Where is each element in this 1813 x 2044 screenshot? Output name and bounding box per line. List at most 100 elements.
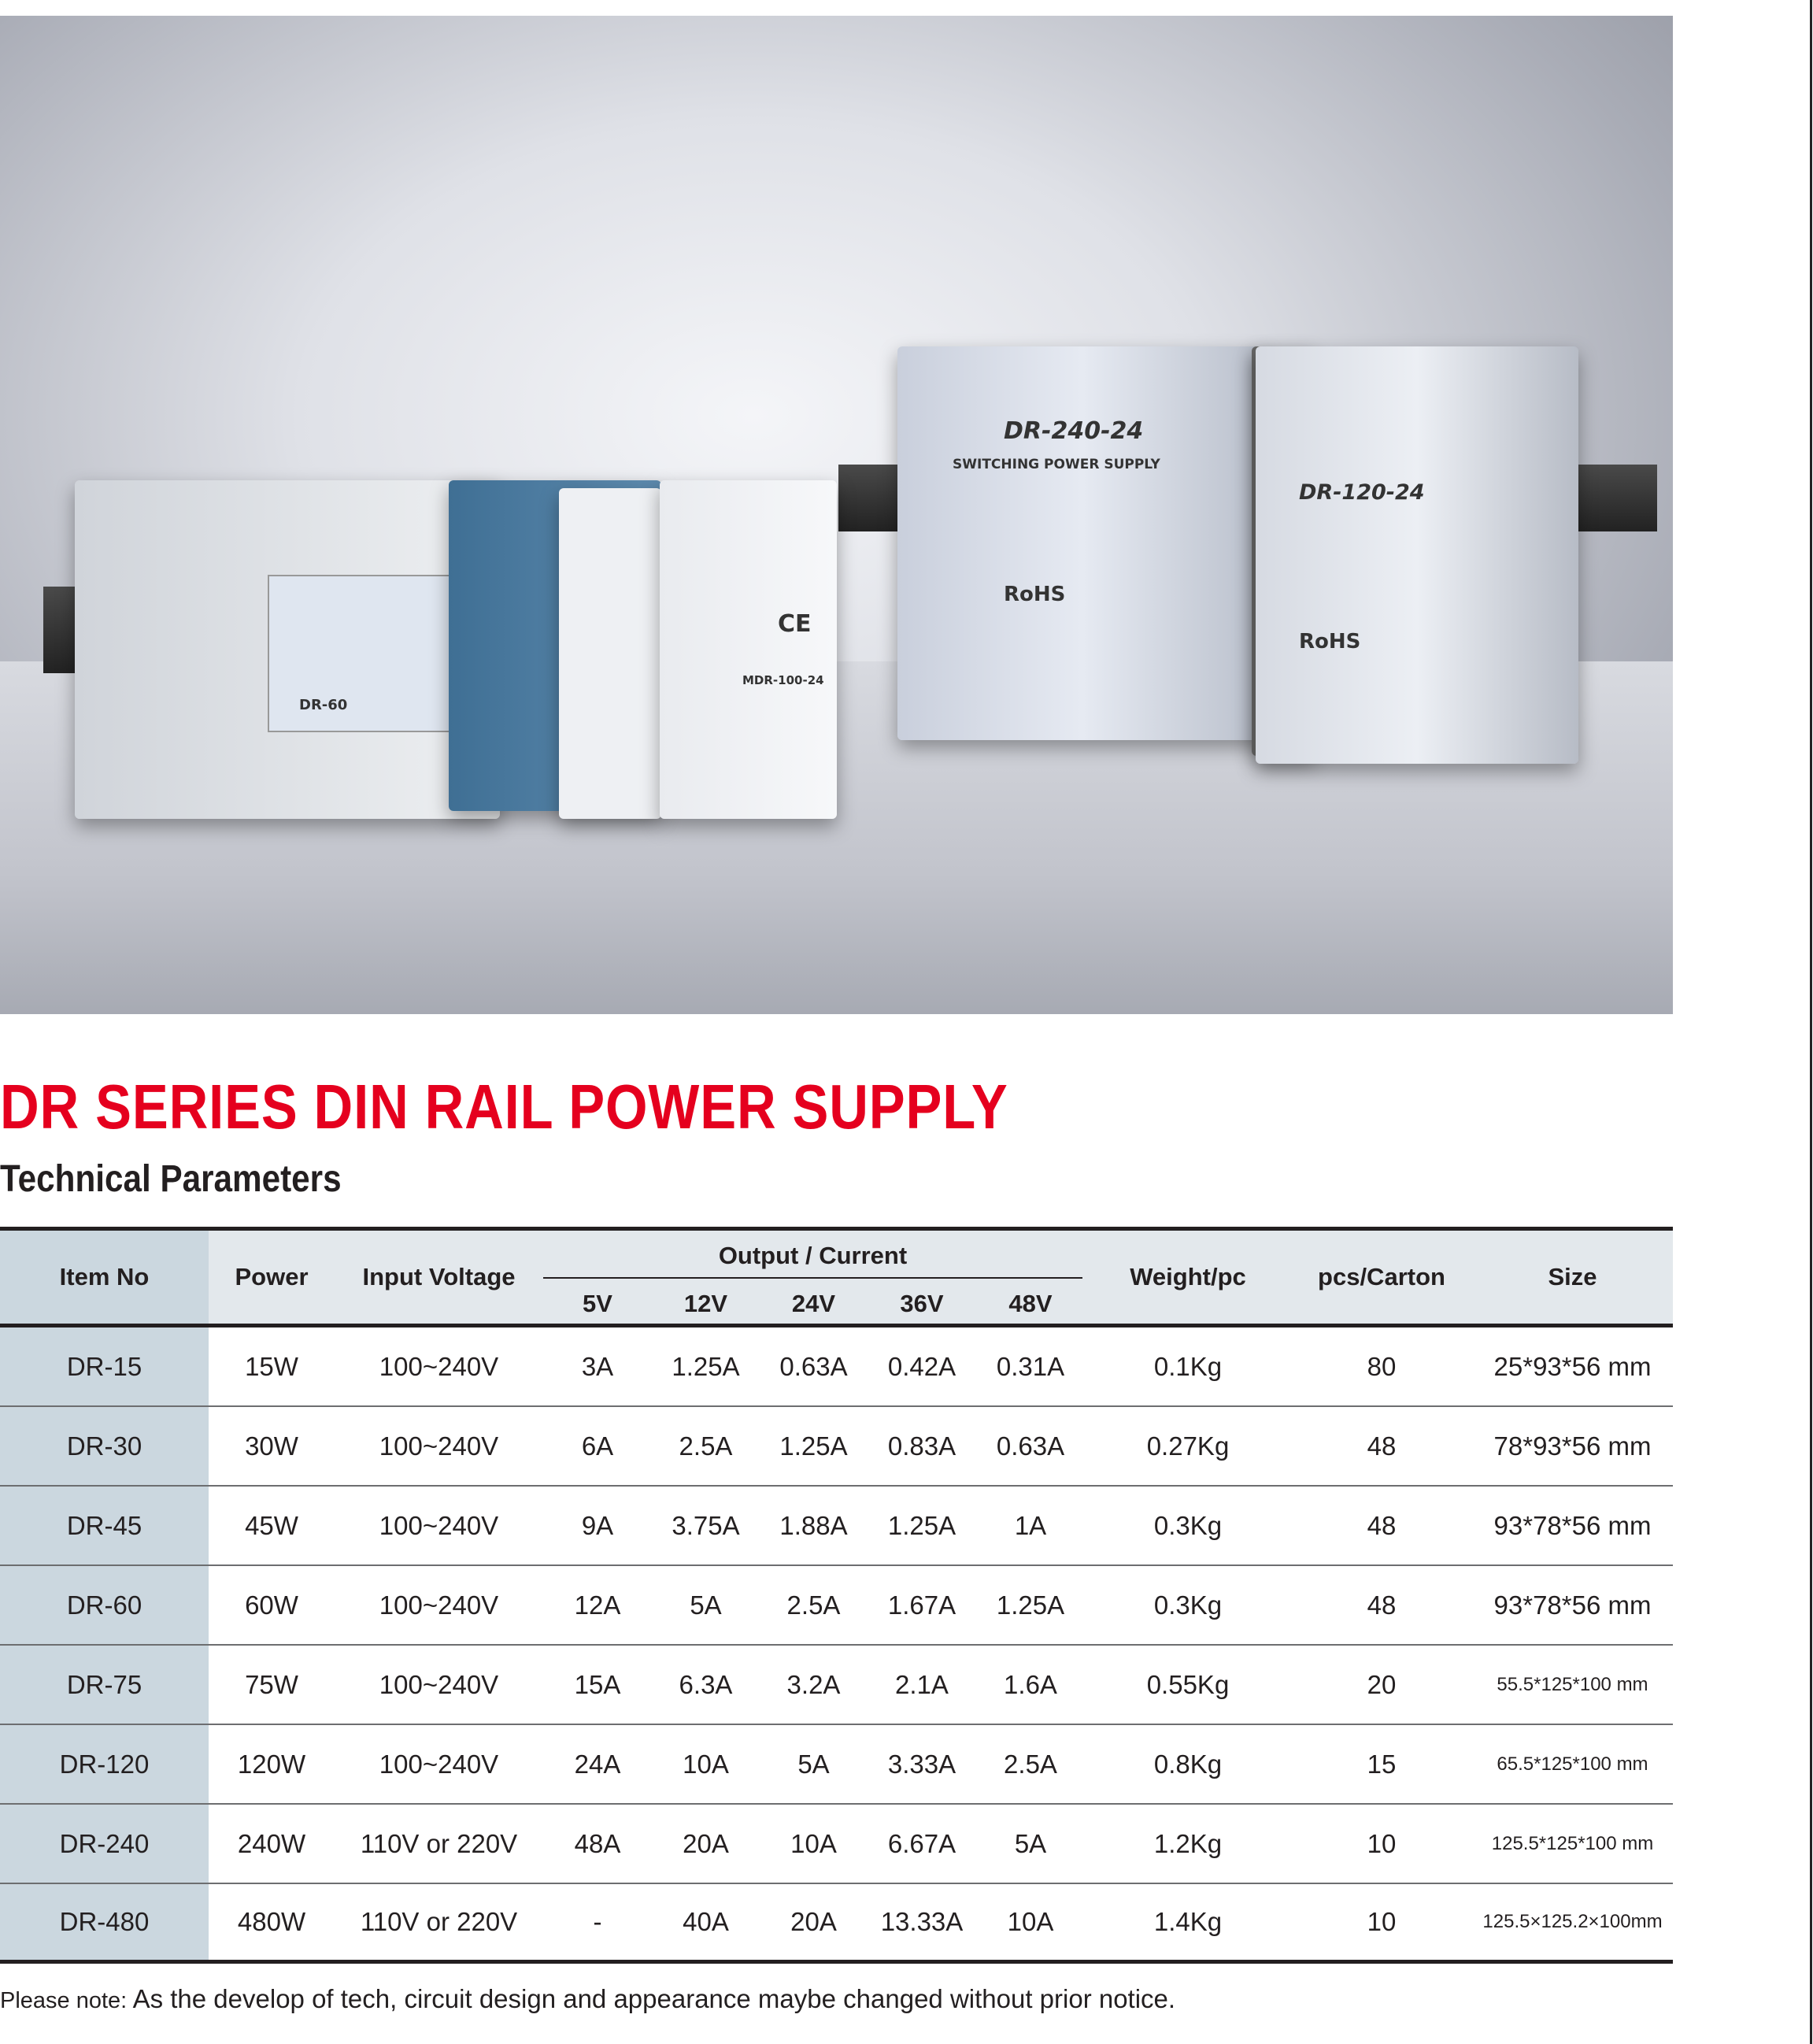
- cell-current-36v: 2.1A: [895, 1669, 949, 1699]
- cell-current-24v: 20A: [790, 1907, 837, 1936]
- table-row: DR-15 15W 100~240V 3A 1.25A 0.63A 0.42A 0.31A 0.…: [0, 1327, 1673, 1407]
- cell-current-12v: 20A: [683, 1828, 729, 1858]
- cell-input-voltage: 100~240V: [379, 1431, 499, 1461]
- header-output-current: Output / Current: [718, 1242, 908, 1269]
- footnote: Please note: As the develop of tech, cir…: [0, 1984, 1175, 2014]
- header-pcs-carton: pcs/Carton: [1318, 1263, 1445, 1290]
- cell-input-voltage: 100~240V: [379, 1590, 499, 1620]
- cell-current-48v: 1.6A: [1004, 1669, 1057, 1699]
- cell-weight: 0.3Kg: [1153, 1510, 1223, 1540]
- cell-size: 25*93*56 mm: [1493, 1351, 1652, 1381]
- cell-pcs-carton: 20: [1367, 1669, 1397, 1699]
- cell-current-5v: 24A: [574, 1749, 621, 1779]
- product-photo: DR-240-24 SWITCHING POWER SUPPLY RoHS DR…: [0, 16, 1673, 1014]
- cell-current-48v: 0.63A: [996, 1431, 1065, 1461]
- cell-input-voltage: 100~240V: [379, 1351, 499, 1381]
- header-power: Power: [235, 1263, 309, 1290]
- cell-current-5v: 6A: [581, 1431, 614, 1461]
- cell-current-36v: 0.83A: [887, 1431, 956, 1461]
- cell-current-24v: 2.5A: [786, 1590, 841, 1620]
- table-row: DR-45 45W 100~240V 9A 3.75A 1.88A 1.25A 1A 0.3Kg…: [0, 1487, 1673, 1566]
- cell-current-12v: 6.3A: [679, 1669, 733, 1699]
- cell-power: 45W: [245, 1510, 298, 1540]
- cell-pcs-carton: 48: [1367, 1510, 1397, 1540]
- cell-input-voltage: 110V or 220V: [360, 1907, 518, 1936]
- table-row: DR-240 240W 110V or 220V 48A 20A 10A 6.67A 5A 1.…: [0, 1805, 1673, 1884]
- cell-item-no: DR-120: [0, 1725, 209, 1803]
- cell-current-12v: 40A: [683, 1907, 729, 1936]
- cell-pcs-carton: 15: [1367, 1749, 1397, 1779]
- cell-power: 30W: [245, 1431, 298, 1461]
- table-body: DR-15 15W 100~240V 3A 1.25A 0.63A 0.42A 0.31A 0.…: [0, 1327, 1673, 1964]
- cell-current-24v: 5A: [797, 1749, 830, 1779]
- cell-current-12v: 2.5A: [679, 1431, 733, 1461]
- device-label: MDR-100-24: [742, 673, 824, 687]
- cell-current-36v: 13.33A: [880, 1907, 964, 1936]
- cell-current-24v: 0.63A: [779, 1351, 848, 1381]
- cell-item-no: DR-75: [0, 1646, 209, 1724]
- header-36v: 36V: [900, 1290, 944, 1317]
- header-weight: Weight/pc: [1130, 1263, 1246, 1290]
- cell-current-36v: 6.67A: [887, 1828, 956, 1858]
- section-subtitle: Technical Parameters: [0, 1158, 342, 1200]
- cell-current-24v: 1.25A: [779, 1431, 848, 1461]
- cell-power: 15W: [245, 1351, 298, 1381]
- cell-current-36v: 3.33A: [887, 1749, 956, 1779]
- cell-size: 78*93*56 mm: [1493, 1431, 1652, 1461]
- cell-power: 240W: [237, 1828, 306, 1858]
- cell-current-36v: 1.67A: [887, 1590, 956, 1620]
- cell-weight: 0.27Kg: [1146, 1431, 1230, 1461]
- cell-power: 60W: [245, 1590, 298, 1620]
- device-dr-240: DR-240-24 SWITCHING POWER SUPPLY RoHS: [897, 346, 1267, 740]
- table-header: Item No Power Input Voltage Output / Cur…: [0, 1227, 1673, 1327]
- cell-size: 65.5*125*100 mm: [1497, 1753, 1648, 1775]
- header-24v: 24V: [791, 1290, 836, 1317]
- cell-item-no: DR-15: [0, 1327, 209, 1405]
- cell-current-12v: 3.75A: [672, 1510, 740, 1540]
- cell-current-48v: 5A: [1014, 1828, 1047, 1858]
- cell-size: 93*78*56 mm: [1493, 1510, 1652, 1540]
- cell-power: 75W: [245, 1669, 298, 1699]
- table-row: DR-30 30W 100~240V 6A 2.5A 1.25A 0.83A 0.63A 0.2…: [0, 1407, 1673, 1487]
- cell-weight: 0.55Kg: [1146, 1669, 1230, 1699]
- cell-item-no: DR-480: [0, 1884, 209, 1960]
- device-dr-60: DR-60: [75, 480, 500, 819]
- cell-weight: 1.4Kg: [1153, 1907, 1223, 1936]
- header-input-voltage: Input Voltage: [362, 1263, 516, 1290]
- cell-current-12v: 1.25A: [672, 1351, 740, 1381]
- cell-current-36v: 1.25A: [887, 1510, 956, 1540]
- cell-input-voltage: 110V or 220V: [360, 1828, 518, 1858]
- cell-item-no: DR-45: [0, 1487, 209, 1564]
- device-label: RoHS: [1299, 630, 1361, 654]
- cell-current-5v: 15A: [574, 1669, 621, 1699]
- device-mdr-100: MDR-100-24 CE: [660, 480, 837, 819]
- cell-current-36v: 0.42A: [887, 1351, 956, 1381]
- cell-size: 55.5*125*100 mm: [1497, 1673, 1648, 1695]
- cell-current-5v: -: [593, 1907, 602, 1936]
- cell-item-no: DR-240: [0, 1805, 209, 1883]
- cell-pcs-carton: 80: [1367, 1351, 1397, 1381]
- device-mdr-front: [559, 488, 661, 819]
- cell-current-24v: 3.2A: [786, 1669, 841, 1699]
- cell-weight: 0.8Kg: [1153, 1749, 1223, 1779]
- cell-current-5v: 9A: [581, 1510, 614, 1540]
- device-label: DR-120-24: [1299, 480, 1425, 505]
- table-row: DR-120 120W 100~240V 24A 10A 5A 3.33A 2.5A 0.8Kg…: [0, 1725, 1673, 1805]
- spec-table: Item No Power Input Voltage Output / Cur…: [0, 1227, 1673, 1964]
- header-item-no: Item No: [0, 1231, 209, 1324]
- cell-pcs-carton: 48: [1367, 1590, 1397, 1620]
- cell-current-5v: 48A: [574, 1828, 621, 1858]
- cell-size: 93*78*56 mm: [1493, 1590, 1652, 1620]
- header-5v: 5V: [583, 1290, 612, 1317]
- device-label: DR-240-24: [1004, 417, 1144, 445]
- cell-size: 125.5*125*100 mm: [1491, 1832, 1654, 1854]
- cell-pcs-carton: 10: [1367, 1828, 1397, 1858]
- cell-current-12v: 5A: [690, 1590, 722, 1620]
- cell-current-48v: 0.31A: [996, 1351, 1065, 1381]
- cell-current-48v: 10A: [1007, 1907, 1054, 1936]
- cell-current-5v: 3A: [581, 1351, 614, 1381]
- cell-size: 125.5×125.2×100mm: [1482, 1911, 1663, 1932]
- page-title: DR SERIES DIN RAIL POWER SUPPLY: [0, 1072, 1008, 1142]
- cell-input-voltage: 100~240V: [379, 1510, 499, 1540]
- cell-current-48v: 2.5A: [1004, 1749, 1057, 1779]
